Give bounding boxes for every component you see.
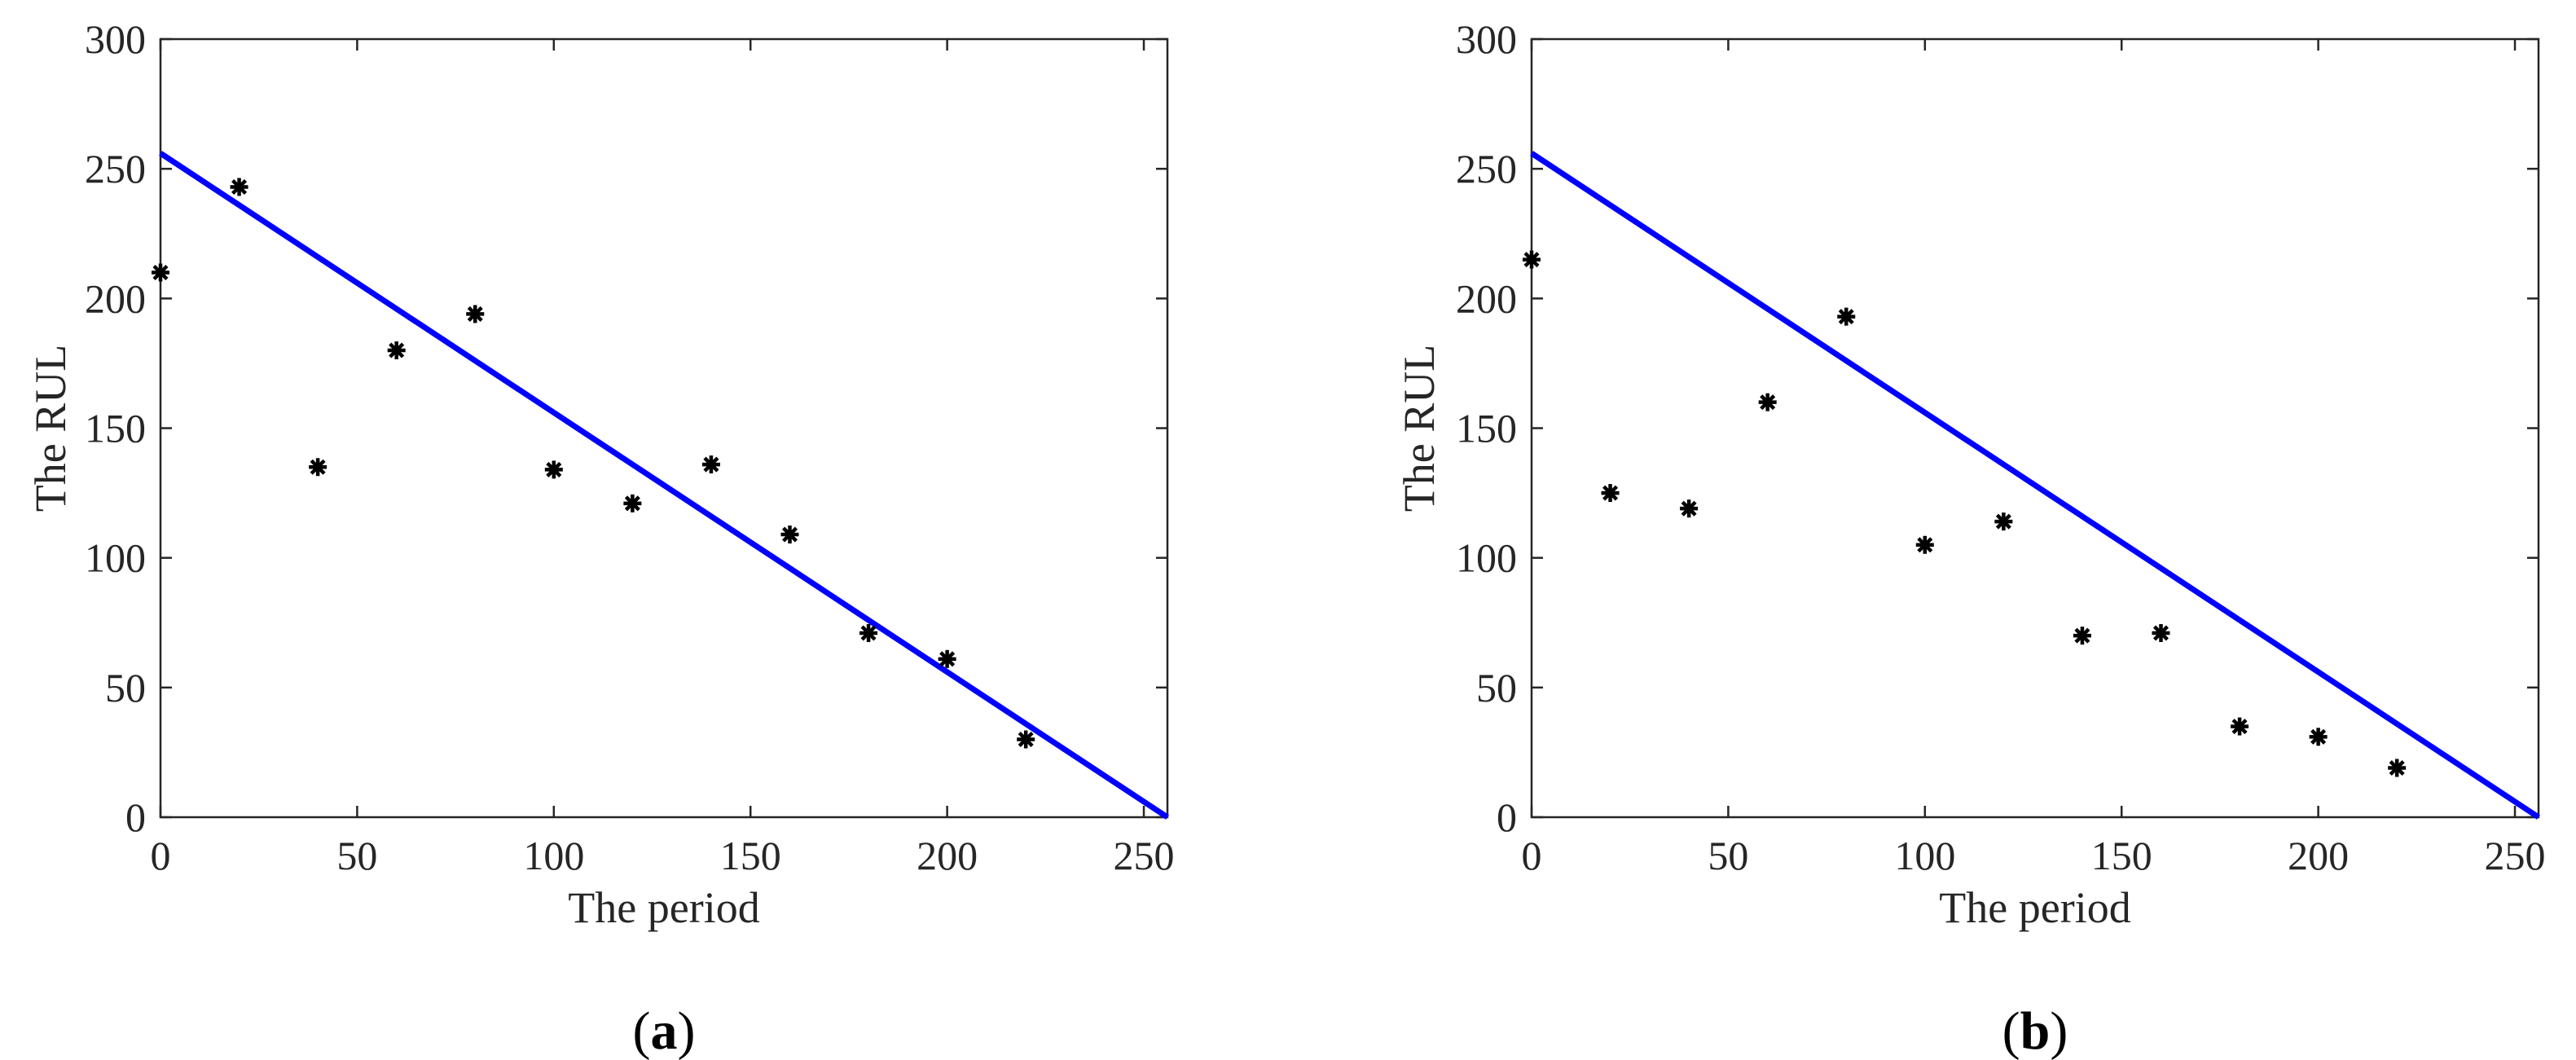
y-tick-label: 300 [1456, 16, 1517, 62]
data-point [859, 623, 878, 642]
markers [1523, 250, 2407, 777]
panel-label: (a) [633, 1001, 696, 1060]
y-tick-label: 100 [85, 535, 146, 581]
data-point [623, 494, 642, 512]
data-point [387, 341, 406, 359]
y-tick-label: 50 [105, 665, 146, 710]
x-tick-label: 100 [1894, 833, 1955, 878]
data-point [2152, 623, 2170, 642]
y-tick-label: 200 [85, 275, 146, 321]
y-tick-label: 200 [1456, 275, 1517, 321]
data-point [2388, 759, 2407, 777]
chart-panel-b: 0 50 100 150 200 250 0 50 100 150 200 250 300 The pe… [1395, 16, 2546, 1060]
y-axis-label: The RUL [26, 345, 75, 512]
y-tick-label: 0 [125, 794, 146, 840]
x-axis-label: The period [1939, 883, 2130, 932]
x-tick-label: 0 [1522, 833, 1542, 878]
y-tick-label: 100 [1456, 535, 1517, 581]
axes-box [159, 37, 1169, 819]
data-point [1680, 499, 1699, 518]
data-point [1915, 535, 1934, 554]
panel-label: (b) [2002, 1001, 2068, 1060]
data-point [938, 649, 956, 668]
data-point [2073, 627, 2091, 645]
x-tick-label: 50 [1708, 833, 1748, 878]
data-point [2231, 717, 2249, 736]
markers [152, 178, 1035, 749]
fit-lines [159, 151, 1169, 820]
x-tick-label: 150 [720, 833, 781, 878]
fit-line [159, 151, 1169, 820]
x-tick-label: 200 [2288, 833, 2349, 878]
panel-letter: b [2020, 1001, 2051, 1060]
data-point [780, 526, 799, 544]
data-point [544, 460, 563, 479]
data-point [152, 263, 169, 282]
data-point [466, 305, 485, 323]
data-point [701, 455, 720, 474]
y-tick-label: 0 [1497, 794, 1517, 840]
x-axis-label: The period [568, 883, 759, 932]
data-point [309, 458, 327, 477]
data-point [1523, 250, 1541, 269]
fit-line [1530, 151, 2540, 820]
y-tick-label: 250 [85, 146, 146, 191]
y-axis-label: The RUL [1395, 345, 1444, 512]
panel-letter: a [651, 1001, 678, 1060]
data-point [1601, 484, 1620, 503]
data-point [1837, 307, 1856, 326]
ticks: 0 50 100 150 200 250 0 50 100 150 200 250 300 [1456, 16, 2546, 878]
y-tick-label: 250 [1456, 146, 1517, 191]
ticks: 0 50 100 150 200 250 0 50 100 150 200 250 300 [85, 16, 1175, 878]
y-tick-label: 50 [1476, 665, 1517, 710]
x-tick-label: 200 [917, 833, 978, 878]
data-point [230, 178, 248, 196]
data-point [1994, 512, 2013, 531]
y-tick-label: 150 [1456, 406, 1517, 451]
fit-lines [1530, 151, 2540, 820]
x-tick-label: 100 [523, 833, 584, 878]
data-point [1758, 393, 1777, 411]
x-tick-label: 250 [1114, 833, 1175, 878]
axes-box [1530, 37, 2540, 819]
data-point [2309, 728, 2328, 746]
data-point [1017, 730, 1035, 749]
x-tick-label: 250 [2485, 833, 2546, 878]
chart-panel-a: 0 50 100 150 200 250 0 50 100 150 200 250 300 The pe… [26, 16, 1175, 1060]
y-tick-label: 300 [85, 16, 146, 62]
x-tick-label: 0 [151, 833, 171, 878]
x-tick-label: 150 [2091, 833, 2152, 878]
y-tick-label: 150 [85, 406, 146, 451]
x-tick-label: 50 [336, 833, 377, 878]
